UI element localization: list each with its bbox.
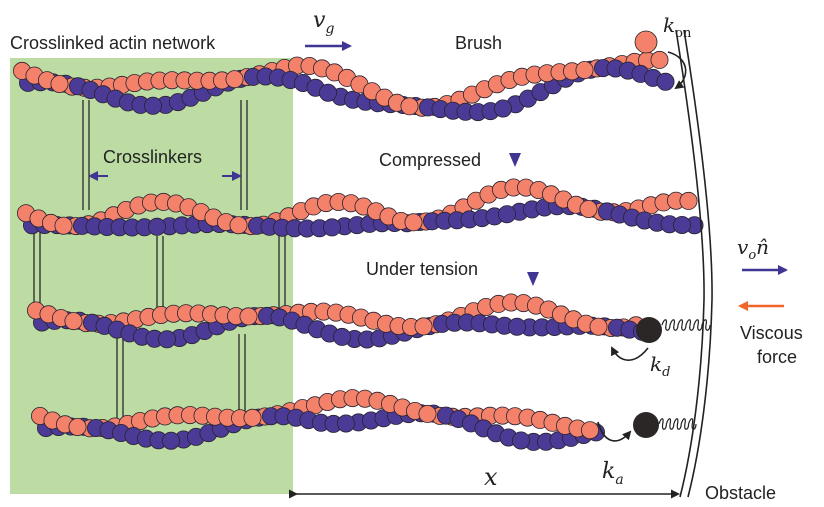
monomer-purple xyxy=(332,327,351,346)
crosslinker xyxy=(278,224,286,320)
monomer-purple xyxy=(147,217,166,236)
spring-upper xyxy=(661,319,711,331)
obstacle-wall-right xyxy=(683,29,713,498)
monomer-orange xyxy=(54,216,73,235)
vg-label: vg xyxy=(313,8,334,37)
viscous-label-line1: Viscous xyxy=(740,323,803,343)
monomer-orange xyxy=(225,70,244,89)
ka-arrow xyxy=(597,421,632,442)
spring-lower xyxy=(658,418,697,430)
filament-1 xyxy=(12,50,675,122)
monomer-orange xyxy=(418,404,437,423)
monomer-purple xyxy=(673,215,692,234)
ka-label: ka xyxy=(602,459,624,488)
network-label: Crosslinked actin network xyxy=(10,33,216,53)
monomer-purple xyxy=(336,414,355,433)
free-monomer xyxy=(634,30,658,54)
capping-protein-lower xyxy=(633,412,659,438)
brush-label: Brush xyxy=(455,33,502,53)
actin-filaments xyxy=(12,50,704,451)
monomer-orange xyxy=(243,408,262,427)
monomer-orange xyxy=(581,421,600,440)
monomer-orange xyxy=(575,61,594,80)
monomer-purple xyxy=(493,99,512,118)
monomer-orange xyxy=(50,75,69,94)
crosslinker xyxy=(240,100,248,210)
crosslinker-rods xyxy=(33,100,286,418)
monomer-orange xyxy=(414,317,433,336)
x-label: x xyxy=(484,463,498,491)
obstacle-label: Obstacle xyxy=(705,483,776,503)
tension-marker xyxy=(527,272,539,286)
crosslinker xyxy=(116,338,124,418)
monomer-purple xyxy=(322,218,341,237)
monomer-orange xyxy=(239,307,258,326)
monomer-purple xyxy=(656,72,675,91)
monomer-purple xyxy=(512,431,531,450)
crosslinker xyxy=(82,100,90,210)
vo-label: von̂ xyxy=(737,235,769,263)
monomer-purple xyxy=(143,96,162,115)
monomer-orange xyxy=(68,417,87,436)
monomer-orange xyxy=(579,199,598,218)
crosslinkers-label: Crosslinkers xyxy=(103,147,202,167)
kd-label: kd xyxy=(650,352,670,380)
monomer-purple xyxy=(157,330,176,349)
monomer-orange xyxy=(400,97,419,116)
monomer-orange xyxy=(589,317,608,336)
filament-4 xyxy=(30,389,606,451)
monomer-orange xyxy=(229,216,248,235)
monomer-purple xyxy=(318,83,337,102)
monomer-orange xyxy=(679,191,698,210)
compressed-marker xyxy=(509,153,521,167)
monomer-orange xyxy=(404,213,423,232)
filament-2 xyxy=(16,178,704,238)
tension-label: Under tension xyxy=(366,259,478,279)
kon-arrow xyxy=(667,51,687,90)
kon-label: kon xyxy=(663,13,692,41)
crosslinker xyxy=(156,236,164,316)
viscous-label-line2: force xyxy=(757,347,797,367)
kd-arrow xyxy=(611,346,649,361)
monomer-purple xyxy=(507,317,526,336)
obstacle-wall-left xyxy=(675,29,705,498)
monomer-purple xyxy=(497,205,516,224)
monomer-orange xyxy=(650,50,669,69)
compressed-label: Compressed xyxy=(379,150,481,170)
capping-protein-upper xyxy=(636,317,662,343)
monomer-purple xyxy=(161,431,180,450)
crosslinker xyxy=(238,334,246,414)
monomer-orange xyxy=(64,312,83,331)
